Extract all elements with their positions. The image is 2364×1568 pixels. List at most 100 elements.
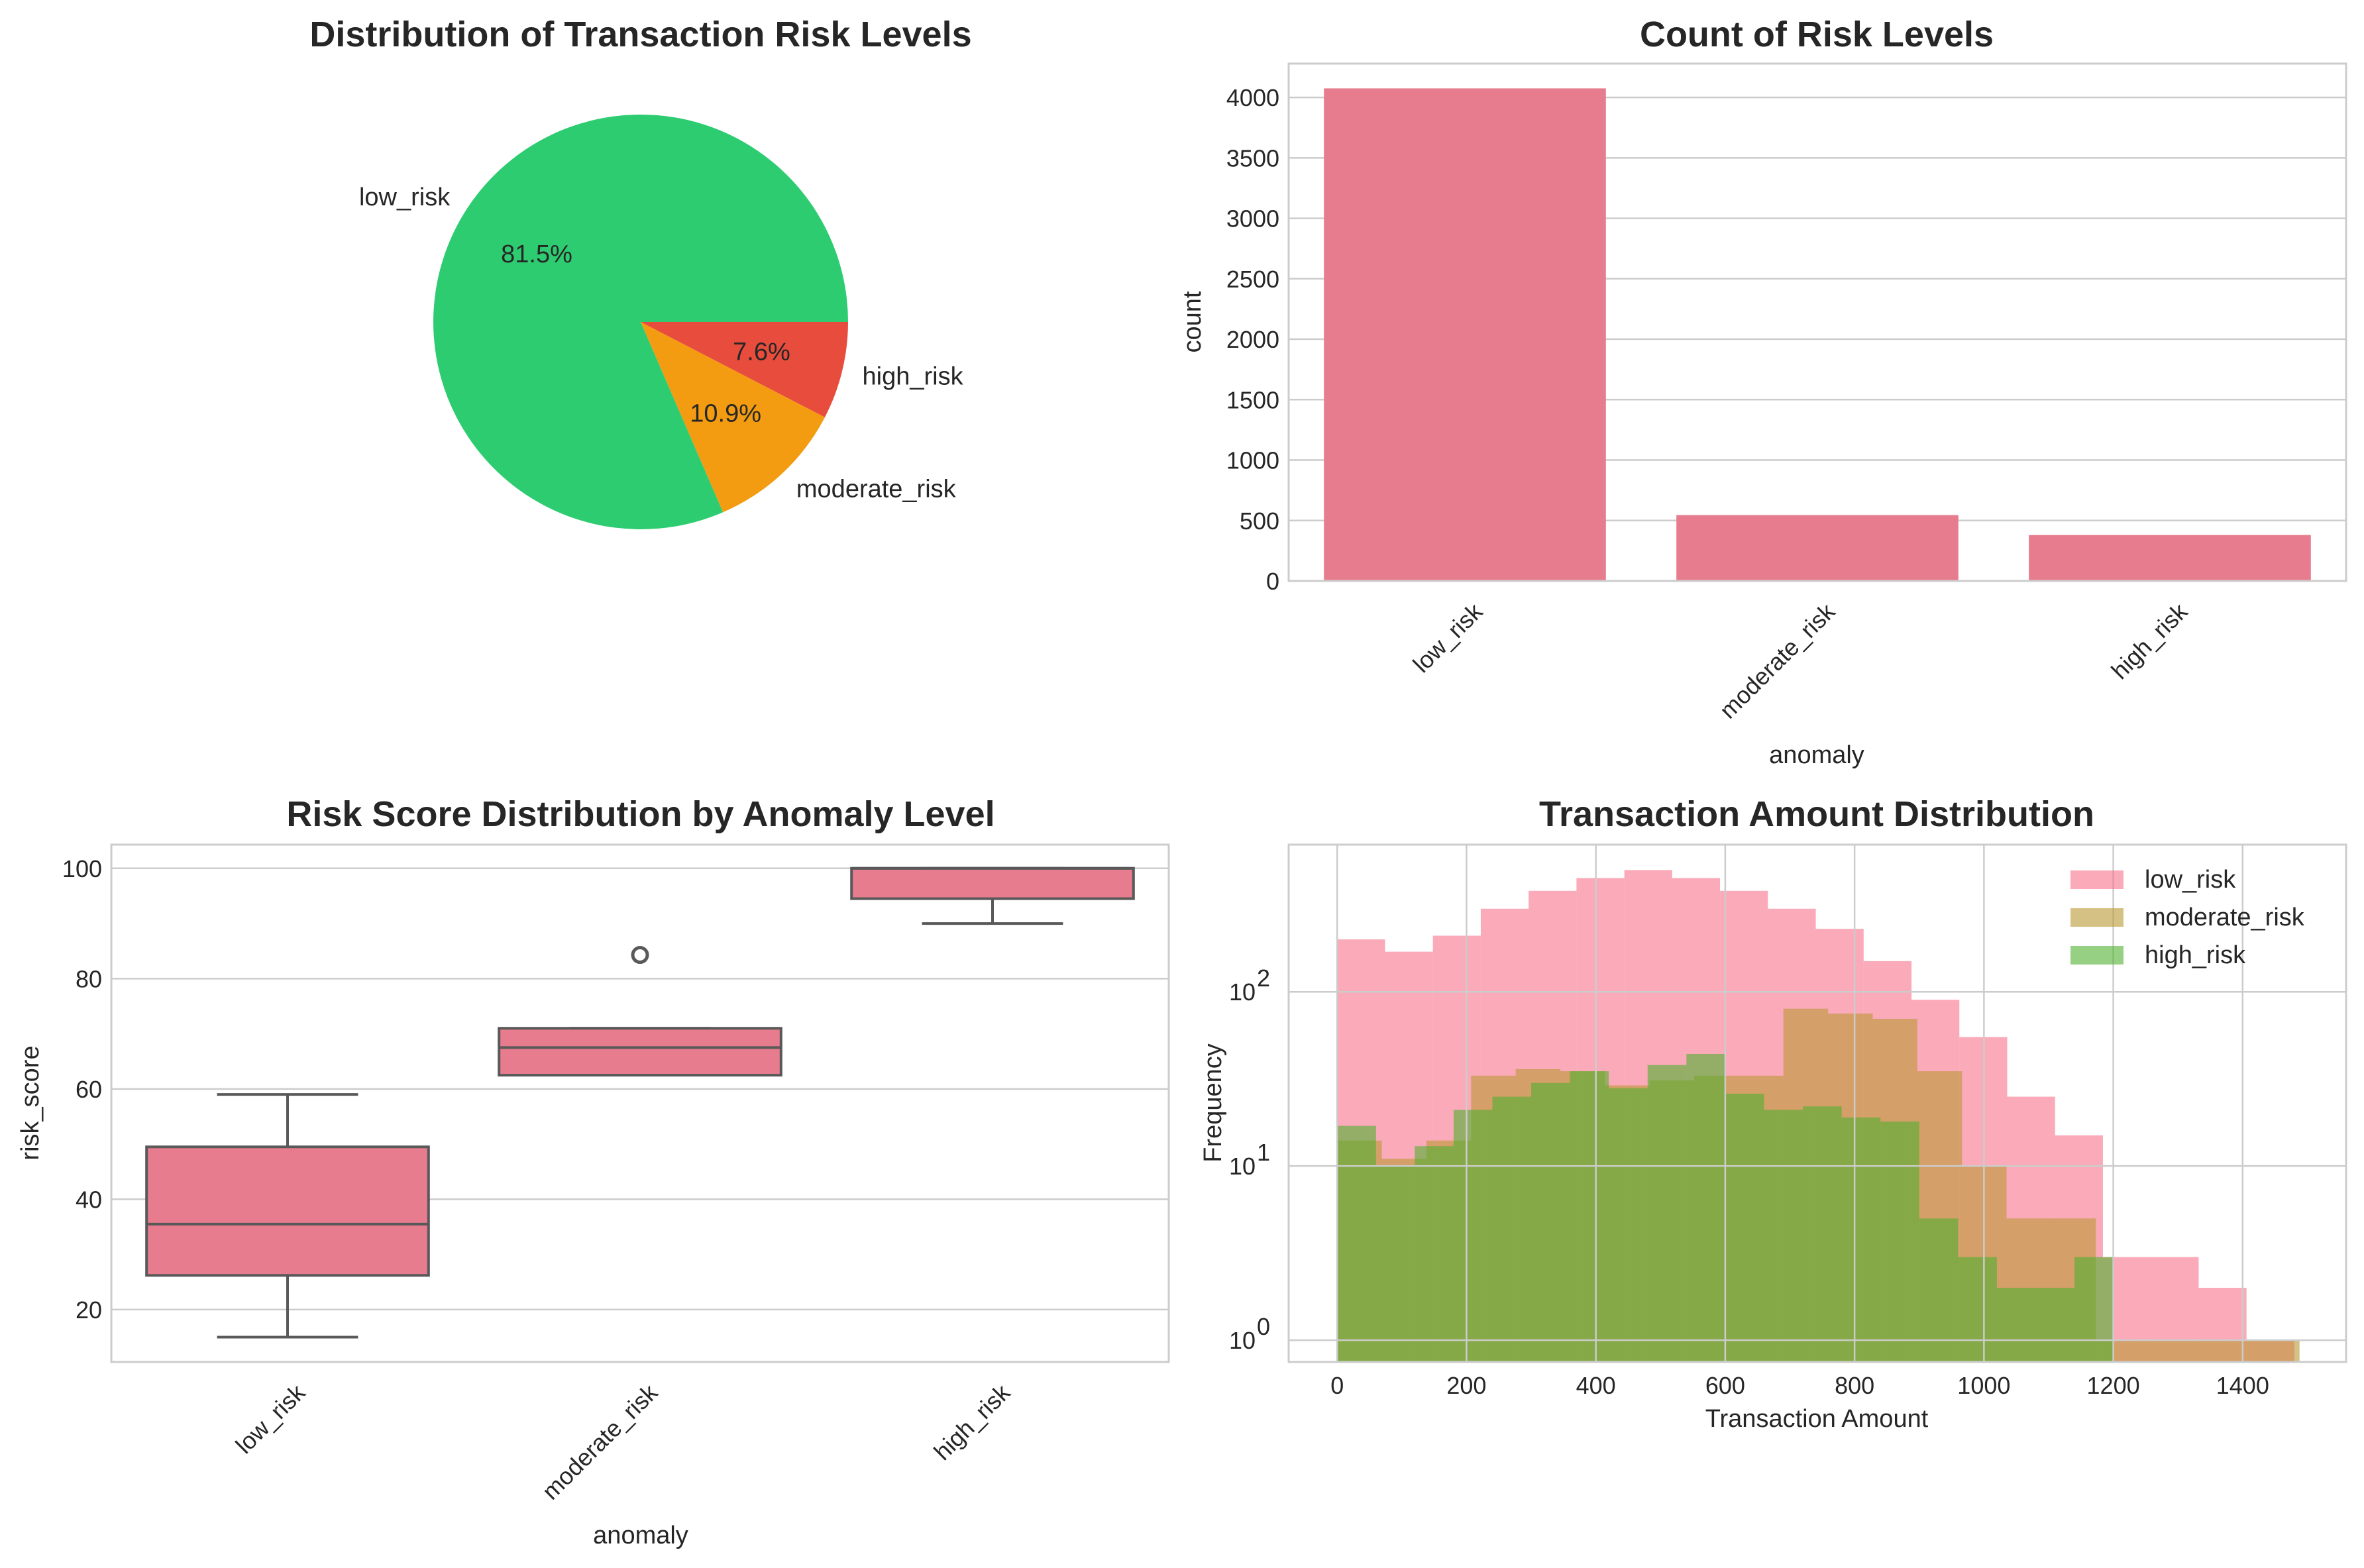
histogram-y-tick-exponent: 1 xyxy=(1257,1139,1270,1166)
bar-y-tick-label: 4000 xyxy=(1226,84,1279,111)
histogram-y-tick-base: 10 xyxy=(1229,978,1256,1006)
legend-swatch-moderate_risk xyxy=(2070,908,2123,927)
bar-chart-y-label: count xyxy=(1179,291,1207,352)
histogram-title: Transaction Amount Distribution xyxy=(1539,794,2094,834)
pie-percent-moderate_risk: 10.9% xyxy=(690,399,761,427)
pie-label-moderate_risk: moderate_risk xyxy=(796,476,957,503)
box-y-tick-label: 80 xyxy=(76,965,102,992)
box-chart-x-ticks: low_risk moderate_risk high_risk xyxy=(230,1379,1016,1505)
legend-label-low_risk: low_risk xyxy=(2145,866,2236,894)
histogram-bin xyxy=(2274,1340,2300,1362)
histogram-y-tick-exponent: 0 xyxy=(1257,1313,1270,1340)
bar-y-tick-label: 2500 xyxy=(1226,266,1279,293)
box-chart-boxes xyxy=(145,866,1135,1339)
legend-label-moderate_risk: moderate_risk xyxy=(2145,904,2305,931)
box-chart-x-label: anomaly xyxy=(593,1522,688,1549)
box-chart-y-ticks: 20 40 60 80 100 xyxy=(62,855,102,1324)
bar-high_risk xyxy=(2029,535,2311,581)
histogram-y-tick-base: 10 xyxy=(1229,1327,1256,1354)
bar-moderate_risk xyxy=(1676,515,1959,581)
pie-slices xyxy=(433,115,848,529)
box-y-tick-label: 60 xyxy=(76,1076,102,1103)
histogram-x-tick-label: 200 xyxy=(1446,1372,1486,1399)
box-chart-frame xyxy=(110,843,1170,1363)
histogram-x-tick-label: 800 xyxy=(1835,1372,1874,1399)
box-low_risk xyxy=(145,1093,430,1339)
histogram-bin xyxy=(1415,1146,1454,1362)
histogram-bin xyxy=(1375,1166,1415,1362)
bar-y-tick-label: 3500 xyxy=(1226,144,1279,172)
histogram-x-tick-label: 0 xyxy=(1330,1372,1344,1399)
bar-chart-y-ticks: 0 500 1000 1500 2000 2500 3000 3500 4000 xyxy=(1226,84,1279,595)
histogram-bin xyxy=(1919,1218,1959,1362)
legend-swatch-low_risk xyxy=(2070,870,2123,889)
histogram-bin xyxy=(1764,1110,1803,1362)
histogram-x-label: Transaction Amount xyxy=(1705,1405,1929,1433)
histogram-bin xyxy=(1647,1065,1687,1362)
box-x-tick-label: moderate_risk xyxy=(537,1379,663,1505)
histogram-x-tick-label: 1000 xyxy=(1957,1372,2010,1399)
histogram-x-tick-label: 400 xyxy=(1576,1372,1616,1399)
histogram-x-tick-label: 1200 xyxy=(2087,1372,2140,1399)
histogram-bin xyxy=(1880,1122,1919,1362)
bar-low_risk xyxy=(1324,88,1606,581)
histogram-bars xyxy=(1337,870,2300,1362)
box-outlier xyxy=(631,946,649,965)
histogram-bin xyxy=(2074,1257,2114,1362)
box-y-tick-label: 100 xyxy=(62,855,102,882)
bar-x-tick-label: moderate_risk xyxy=(1714,598,1841,724)
histogram-bin xyxy=(1996,1287,2036,1362)
histogram-legend: low_risk moderate_risk high_risk xyxy=(2070,866,2305,969)
histogram-x-tick-label: 1400 xyxy=(2216,1372,2269,1399)
bar-y-tick-label: 500 xyxy=(1240,507,1279,535)
bar-y-tick-label: 1500 xyxy=(1226,386,1279,413)
histogram-bin xyxy=(1337,1125,1376,1362)
histogram-bin xyxy=(1803,1106,1842,1362)
legend-swatch-high_risk xyxy=(2070,946,2123,965)
histogram-bin xyxy=(1453,1110,1493,1362)
bar-chart-title: Count of Risk Levels xyxy=(1640,15,1994,54)
legend-label-high_risk: high_risk xyxy=(2145,941,2246,969)
histogram-bin xyxy=(2230,1340,2275,1362)
pie-label-high_risk: high_risk xyxy=(863,362,964,390)
bar-chart-bars xyxy=(1324,88,2311,581)
histogram-bin xyxy=(1609,1088,1648,1362)
bar-y-tick-label: 1000 xyxy=(1226,447,1279,474)
histogram-x-ticks: 0 200 400 600 800 1000 1200 1400 xyxy=(1330,1372,2269,1399)
histogram-y-tick-base: 10 xyxy=(1229,1153,1256,1180)
histogram-gridlines xyxy=(1289,845,2346,1362)
box-body xyxy=(850,866,1135,900)
box-moderate_risk xyxy=(498,946,782,1077)
bar-y-tick-label: 2000 xyxy=(1226,326,1279,353)
histogram-bin xyxy=(1958,1257,1997,1362)
pie-label-low_risk: low_risk xyxy=(359,183,451,211)
bar-chart-x-ticks: low_risk moderate_risk high_risk xyxy=(1407,598,2193,724)
histogram-bin xyxy=(1686,1053,1725,1362)
pie-chart-title: Distribution of Transaction Risk Levels xyxy=(309,15,971,54)
box-high_risk xyxy=(850,866,1135,925)
bar-y-tick-label: 0 xyxy=(1266,568,1279,595)
box-chart-y-label: risk_score xyxy=(17,1045,44,1160)
histogram-bin xyxy=(1570,1071,1609,1362)
pie-slice-high_risk xyxy=(641,322,848,417)
histogram-y-tick-exponent: 2 xyxy=(1257,965,1270,992)
bar-chart-x-label: anomaly xyxy=(1769,741,1864,769)
bar-chart-panel: Count of Risk Levels 0 500 1000 1500 2000 250… xyxy=(1179,15,2347,769)
box-body xyxy=(498,1027,782,1077)
pie-chart-panel: Distribution of Transaction Risk Levels … xyxy=(309,15,972,529)
histogram-panel: Transaction Amount Distribution 10010110… xyxy=(1199,794,2347,1433)
box-y-tick-label: 20 xyxy=(76,1296,102,1324)
histogram-bin xyxy=(1492,1096,1532,1362)
pie-slice-moderate_risk xyxy=(641,322,825,513)
histogram-y-label: Frequency xyxy=(1199,1043,1227,1163)
histogram-bin xyxy=(2184,1340,2230,1362)
bar-x-tick-label: low_risk xyxy=(1407,598,1488,678)
box-body xyxy=(145,1145,430,1277)
histogram-bin xyxy=(1531,1082,1570,1362)
histogram-bin xyxy=(1841,1117,1881,1362)
box-x-tick-label: high_risk xyxy=(928,1379,1016,1466)
pie-percent-low_risk: 81.5% xyxy=(501,240,572,268)
pie-labels: low_risk 81.5% moderate_risk 10.9% high_risk… xyxy=(359,183,964,503)
